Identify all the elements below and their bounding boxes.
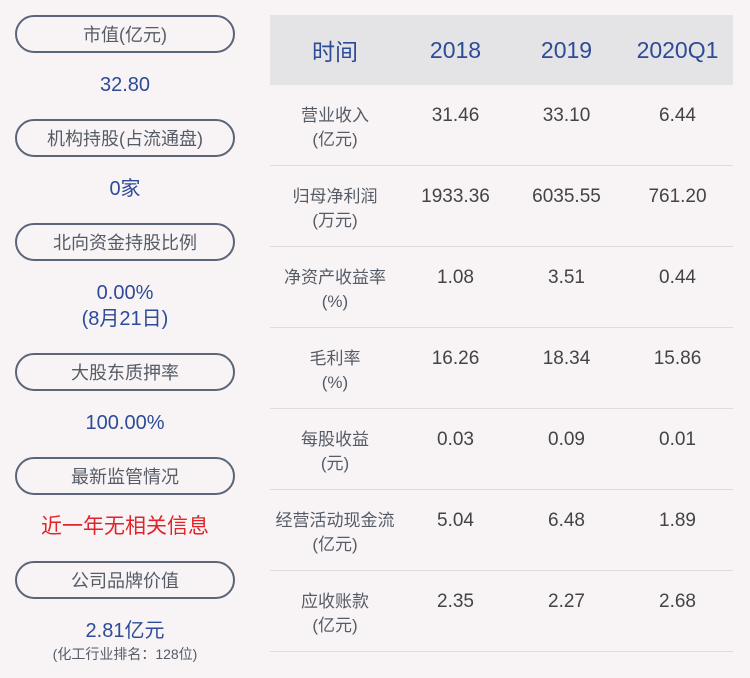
row-label: 归母净利润 (万元) — [292, 187, 378, 230]
brand-value-label: 公司品牌价值 — [15, 561, 235, 599]
regulatory-status-value: 近一年无相关信息 — [41, 515, 209, 538]
cell: 1933.36 — [421, 186, 490, 207]
pledge-ratio-value: 100.00% — [85, 412, 165, 434]
financial-table: 时间 2018 2019 2020Q1 营业收入 (亿元) 31.46 33.10… — [270, 15, 733, 652]
table-row: 每股收益 (元) 0.03 0.09 0.01 — [270, 409, 733, 490]
cell: 6.44 — [659, 105, 696, 126]
cell: 33.10 — [542, 105, 591, 126]
cell: 5.04 — [437, 510, 474, 531]
cell: 1.08 — [437, 267, 474, 288]
cell: 0.09 — [548, 429, 585, 450]
cell: 3.51 — [548, 267, 585, 288]
cell: 15.86 — [653, 348, 702, 369]
pledge-ratio-label: 大股东质押率 — [15, 353, 235, 391]
cell: 0.03 — [437, 429, 474, 450]
cell: 0.01 — [659, 429, 696, 450]
cell: 1.89 — [659, 510, 696, 531]
header-2018: 2018 — [429, 36, 482, 63]
institution-holding-label: 机构持股(占流通盘) — [15, 119, 235, 157]
market-cap-label: 市值(亿元) — [15, 15, 235, 53]
cell: 2.35 — [437, 591, 474, 612]
row-label: 营业收入 (亿元) — [301, 106, 369, 149]
regulatory-status-label: 最新监管情况 — [15, 457, 235, 495]
table-row: 毛利率 (%) 16.26 18.34 15.86 — [270, 328, 733, 409]
row-label: 净资产收益率 (%) — [284, 268, 386, 311]
cell: 761.20 — [648, 186, 707, 207]
table-row: 营业收入 (亿元) 31.46 33.10 6.44 — [270, 85, 733, 166]
table-row: 净资产收益率 (%) 1.08 3.51 0.44 — [270, 247, 733, 328]
cell: 31.46 — [431, 105, 480, 126]
table-header: 时间 2018 2019 2020Q1 — [270, 15, 733, 85]
northbound-ratio-date: (8月21日) — [81, 308, 169, 330]
row-label: 毛利率 (%) — [309, 349, 361, 392]
row-label: 经营活动现金流 (亿元) — [275, 511, 395, 554]
cell: 6.48 — [548, 510, 585, 531]
market-cap-value: 32.80 — [99, 74, 151, 96]
table-row: 应收账款 (亿元) 2.35 2.27 2.68 — [270, 571, 733, 652]
cell: 6035.55 — [532, 186, 601, 207]
cell: 2.27 — [548, 591, 585, 612]
row-label: 每股收益 (元) — [301, 430, 369, 473]
northbound-ratio-label: 北向资金持股比例 — [15, 223, 235, 261]
table-row: 经营活动现金流 (亿元) 5.04 6.48 1.89 — [270, 490, 733, 571]
header-time: 时间 — [312, 39, 358, 65]
northbound-ratio-value: 0.00% — [96, 282, 154, 304]
cell: 18.34 — [542, 348, 591, 369]
cell: 16.26 — [431, 348, 480, 369]
cell: 0.44 — [659, 267, 696, 288]
header-2020q1: 2020Q1 — [636, 36, 719, 63]
brand-value-value: 2.81亿元 — [85, 620, 165, 642]
header-2019: 2019 — [540, 36, 593, 63]
institution-holding-value: 0家 — [109, 178, 141, 200]
row-label: 应收账款 (亿元) — [301, 592, 369, 635]
table-row: 归母净利润 (万元) 1933.36 6035.55 761.20 — [270, 166, 733, 247]
brand-value-rank-note: (化工行业排名：128位) — [52, 646, 198, 662]
cell: 2.68 — [659, 591, 696, 612]
